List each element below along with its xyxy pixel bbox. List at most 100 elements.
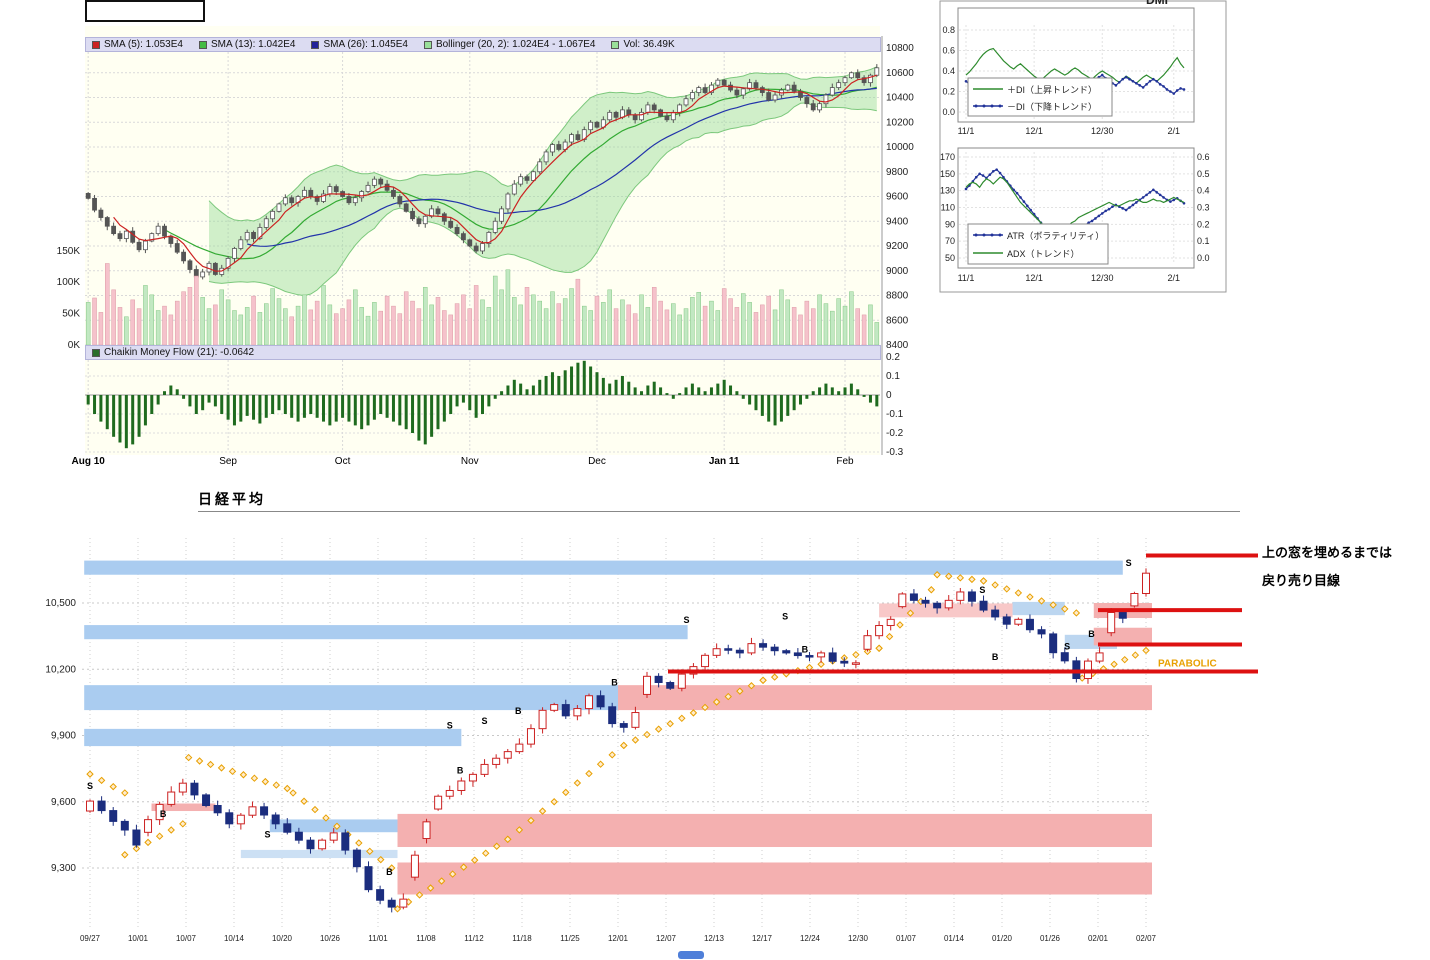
- nikkei-chart-canvas[interactable]: 10,500 10,200 9,900 9,600 9,300 09/27 10/01 10/…: [0, 490, 1430, 960]
- svg-text:S: S: [1126, 558, 1132, 568]
- svg-text:110: 110: [941, 203, 955, 213]
- svg-text:8600: 8600: [886, 315, 909, 326]
- svg-text:01/07: 01/07: [896, 934, 917, 943]
- svg-text:12/30: 12/30: [1091, 126, 1114, 136]
- svg-text:0.5: 0.5: [1197, 169, 1210, 179]
- svg-text:0.0: 0.0: [942, 107, 955, 117]
- svg-text:11/25: 11/25: [560, 934, 580, 943]
- svg-text:＋DI（上昇トレンド）: ＋DI（上昇トレンド）: [1007, 85, 1097, 95]
- svg-text:8800: 8800: [886, 291, 909, 302]
- candlestick-chart-canvas[interactable]: 10800 10600 10400 10200 10000 9800 9600 9400 920…: [0, 0, 920, 470]
- svg-text:S: S: [1064, 642, 1070, 652]
- svg-text:0.6: 0.6: [942, 46, 955, 56]
- svg-text:9,300: 9,300: [51, 863, 76, 874]
- svg-text:10200: 10200: [886, 117, 914, 128]
- svg-text:ATR（ボラティリティ）: ATR（ボラティリティ）: [1007, 231, 1104, 241]
- svg-text:12/30: 12/30: [848, 934, 869, 943]
- svg-text:10,500: 10,500: [45, 598, 76, 609]
- svg-text:PARABOLIC: PARABOLIC: [1158, 659, 1217, 670]
- svg-text:Nov: Nov: [461, 456, 479, 467]
- svg-text:9600: 9600: [886, 192, 909, 203]
- svg-text:10/07: 10/07: [176, 934, 197, 943]
- svg-text:50: 50: [945, 253, 955, 263]
- dmi-panel-title: DMI: [1146, 0, 1168, 7]
- svg-text:0.8: 0.8: [942, 25, 955, 35]
- svg-text:0.2: 0.2: [886, 352, 900, 363]
- svg-text:B: B: [611, 678, 618, 688]
- svg-text:02/01: 02/01: [1088, 934, 1109, 943]
- svg-text:B: B: [457, 765, 464, 775]
- svg-text:9800: 9800: [886, 167, 909, 178]
- svg-text:B: B: [160, 809, 167, 819]
- legend-item: Chaikin Money Flow (21): -0.0642: [92, 347, 254, 358]
- svg-text:Oct: Oct: [335, 456, 351, 467]
- svg-text:01/14: 01/14: [944, 934, 965, 943]
- svg-text:0.4: 0.4: [942, 66, 955, 76]
- svg-text:01/26: 01/26: [1040, 934, 1061, 943]
- svg-text:11/1: 11/1: [958, 126, 975, 136]
- svg-text:50K: 50K: [62, 309, 80, 320]
- svg-text:10400: 10400: [886, 93, 914, 104]
- svg-text:0.4: 0.4: [1197, 186, 1210, 196]
- svg-text:11/1: 11/1: [958, 273, 975, 283]
- svg-text:11/01: 11/01: [368, 934, 388, 943]
- svg-text:S: S: [87, 781, 93, 791]
- buy-sell-signals: S B S B S B S B B S S B S B S B S: [87, 558, 1132, 877]
- svg-text:10/14: 10/14: [224, 934, 245, 943]
- svg-text:B: B: [1088, 629, 1095, 639]
- svg-text:70: 70: [945, 236, 955, 246]
- svg-text:B: B: [515, 706, 522, 716]
- svg-text:11/12: 11/12: [464, 934, 484, 943]
- legend-item: SMA (26): 1.045E4: [311, 39, 408, 50]
- svg-text:12/1: 12/1: [1025, 273, 1043, 283]
- bollinger-band: [164, 66, 877, 297]
- svg-text:-0.1: -0.1: [886, 409, 904, 420]
- svg-text:10000: 10000: [886, 142, 914, 153]
- parabolic-sar-series: [86, 571, 1150, 913]
- svg-text:9200: 9200: [886, 241, 909, 252]
- svg-text:2/1: 2/1: [1168, 126, 1181, 136]
- svg-text:S: S: [482, 716, 488, 726]
- svg-text:02/07: 02/07: [1136, 934, 1157, 943]
- svg-text:12/1: 12/1: [1025, 126, 1043, 136]
- chaikin-money-flow-series: [85, 356, 880, 453]
- svg-text:Aug 10: Aug 10: [72, 456, 106, 467]
- svg-text:10/26: 10/26: [320, 934, 341, 943]
- svg-text:B: B: [992, 652, 999, 662]
- bottom-chart-title: 日経平均: [198, 491, 266, 507]
- svg-text:10/20: 10/20: [272, 934, 293, 943]
- resistance-lines: [668, 553, 1258, 674]
- svg-text:0.3: 0.3: [1197, 203, 1210, 213]
- dmi-atr-charts-canvas[interactable]: 0.80.60.40.20.011/1 12/1 12/30 2/1＋DI（上昇トレン…: [928, 0, 1230, 300]
- legend-item: SMA (5): 1.053E4: [92, 39, 183, 50]
- svg-text:Feb: Feb: [836, 456, 854, 467]
- svg-text:S: S: [447, 721, 453, 731]
- svg-text:S: S: [782, 611, 788, 621]
- svg-text:9,900: 9,900: [51, 731, 76, 742]
- annotation-line-2: 戻り売り目線: [1262, 573, 1341, 588]
- svg-text:11/08: 11/08: [416, 934, 436, 943]
- svg-text:B: B: [386, 867, 393, 877]
- svg-text:0: 0: [886, 390, 892, 401]
- svg-text:8400: 8400: [886, 340, 909, 351]
- svg-text:S: S: [265, 829, 271, 839]
- svg-text:9000: 9000: [886, 266, 909, 277]
- svg-text:Dec: Dec: [588, 456, 606, 467]
- svg-text:0.2: 0.2: [1197, 219, 1210, 229]
- cmf-legend-bar: Chaikin Money Flow (21): -0.0642: [85, 345, 881, 360]
- horizontal-scrollbar-thumb[interactable]: [678, 951, 704, 959]
- svg-text:01/20: 01/20: [992, 934, 1013, 943]
- svg-text:2/1: 2/1: [1168, 273, 1181, 283]
- svg-text:150K: 150K: [57, 246, 81, 257]
- svg-text:12/17: 12/17: [752, 934, 773, 943]
- svg-text:0.1: 0.1: [886, 371, 900, 382]
- svg-text:Jan 11: Jan 11: [709, 456, 740, 467]
- svg-text:0.1: 0.1: [1197, 236, 1210, 246]
- svg-text:10600: 10600: [886, 68, 914, 79]
- svg-text:S: S: [979, 585, 985, 595]
- grid: [85, 40, 880, 452]
- title-underline: [198, 511, 1240, 512]
- svg-text:150: 150: [940, 169, 955, 179]
- svg-text:S: S: [683, 615, 689, 625]
